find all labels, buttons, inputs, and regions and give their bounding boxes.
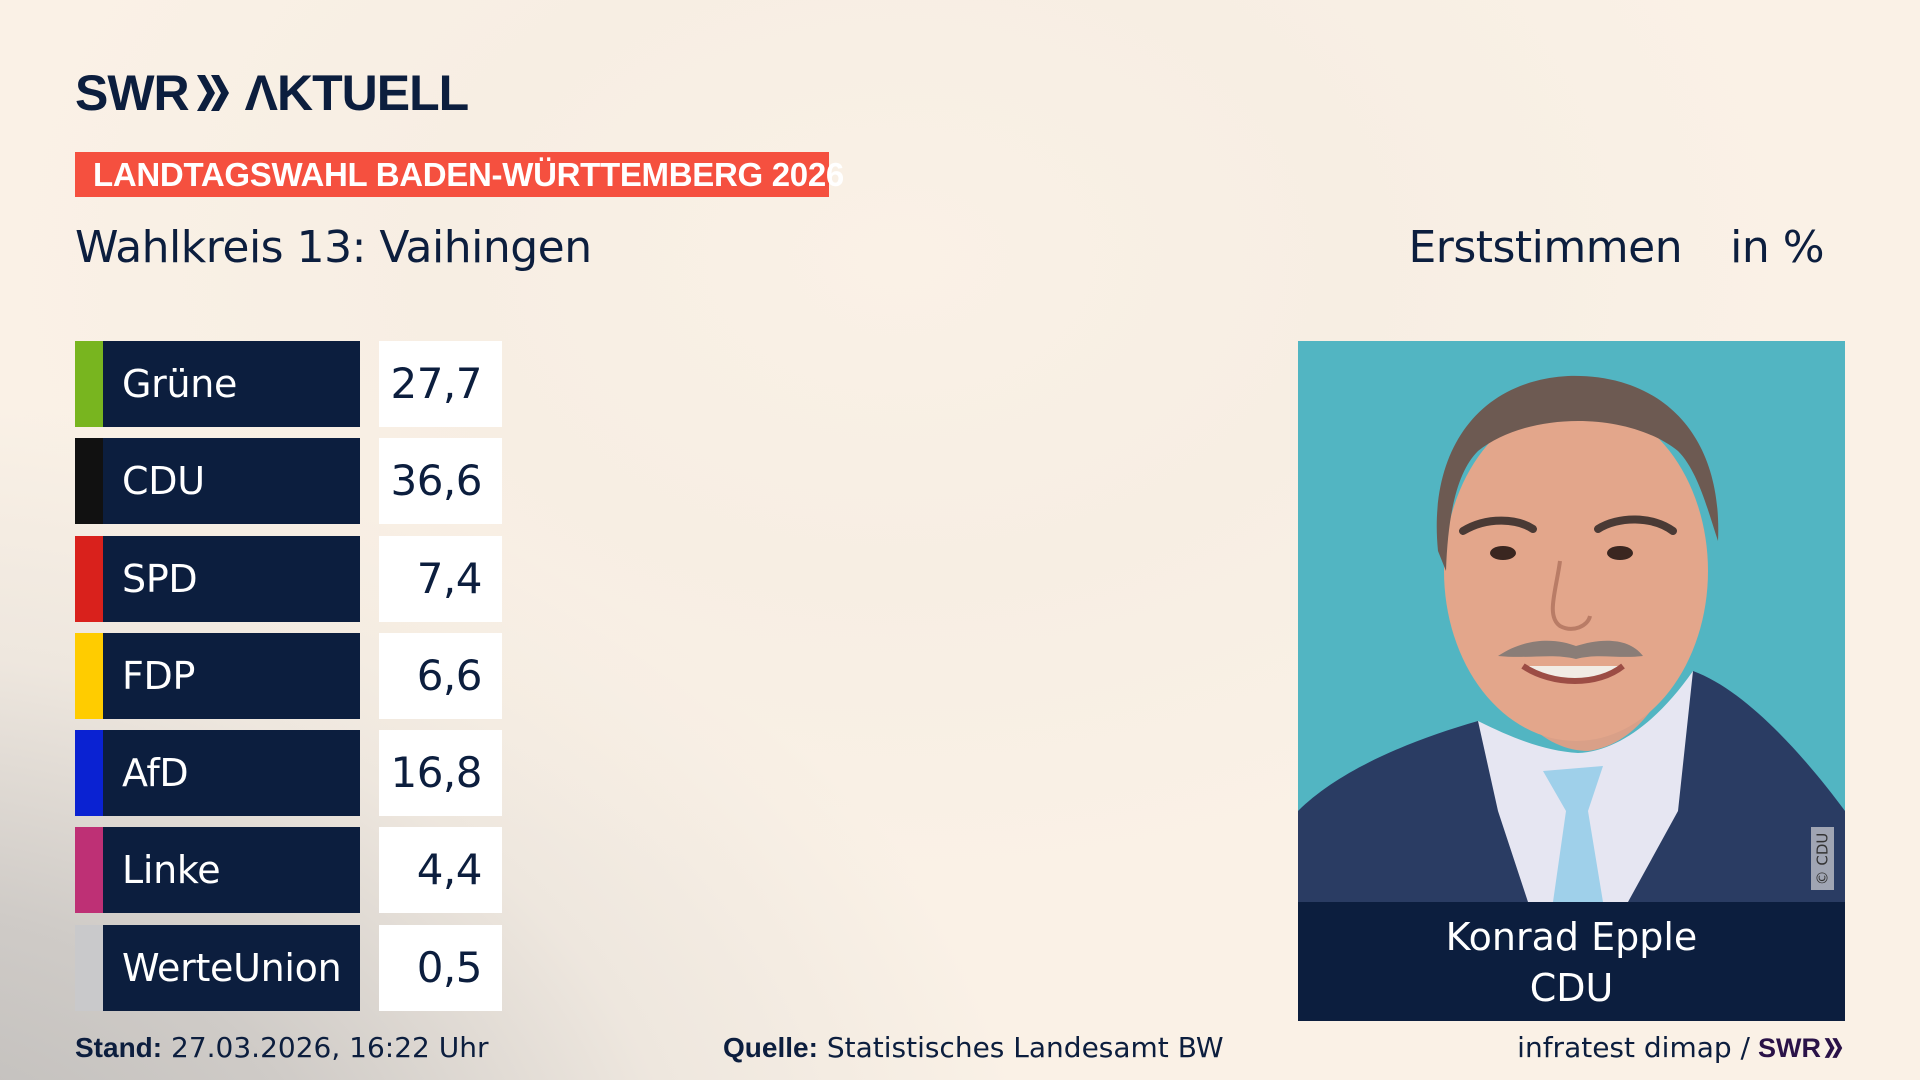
result-row-cdu: CDU 36,6 (75, 438, 502, 524)
credit-text: infratest dimap / (1517, 1031, 1750, 1064)
party-color-swatch (75, 438, 103, 524)
source-value: Statistisches Landesamt BW (826, 1031, 1224, 1064)
source-label: Quelle: (723, 1032, 818, 1063)
result-row-afd: AfD 16,8 (75, 730, 502, 816)
double-chevron-icon (1824, 1038, 1843, 1058)
candidate-card: © CDU Konrad Epple CDU (1298, 341, 1845, 1021)
source: Quelle: Statistisches Landesamt BW (723, 1030, 1224, 1066)
unit-label: in % (1730, 222, 1824, 273)
result-row-linke: Linke 4,4 (75, 827, 502, 913)
party-color-swatch (75, 341, 103, 427)
result-row-fdp: FDP 6,6 (75, 633, 502, 719)
election-banner: LANDTAGSWAHL BADEN-WÜRTTEMBERG 2026 (75, 152, 844, 197)
result-row-spd: SPD 7,4 (75, 536, 502, 622)
candidate-photo: © CDU (1298, 341, 1845, 902)
party-color-swatch (75, 925, 103, 1011)
party-value: 27,7 (379, 341, 502, 427)
party-color-swatch (75, 827, 103, 913)
party-value: 36,6 (379, 438, 502, 524)
party-label: WerteUnion (103, 925, 360, 1011)
swr-footer-logo: SWR (1758, 1030, 1844, 1066)
candidate-party: CDU (1529, 966, 1614, 1010)
candidate-name-band: Konrad Epple CDU (1298, 902, 1845, 1021)
result-row-werteunion: WerteUnion 0,5 (75, 925, 502, 1011)
party-label: Grüne (103, 341, 360, 427)
party-color-swatch (75, 536, 103, 622)
timestamp: Stand: 27.03.2026, 16:22 Uhr (75, 1030, 488, 1066)
photo-credit: © CDU (1811, 827, 1834, 890)
party-label: CDU (103, 438, 360, 524)
credit: infratest dimap / SWR (1517, 1030, 1844, 1066)
party-color-swatch (75, 730, 103, 816)
party-value: 7,4 (379, 536, 502, 622)
party-label: FDP (103, 633, 360, 719)
party-value: 6,6 (379, 633, 502, 719)
party-value: 16,8 (379, 730, 502, 816)
candidate-name: Konrad Epple (1445, 915, 1698, 959)
stand-label: Stand: (75, 1032, 163, 1063)
party-label: Linke (103, 827, 360, 913)
chart-subtitle: Erststimmen in % (1408, 218, 1824, 278)
portrait-icon (1298, 341, 1845, 902)
swr-aktuell-logo: SWR ΛKTUELL (75, 65, 470, 121)
logo-aktuell-text: ΛKTUELL (244, 65, 470, 121)
party-color-swatch (75, 633, 103, 719)
vote-type-label: Erststimmen (1408, 222, 1683, 273)
stand-value: 27.03.2026, 16:22 Uhr (171, 1031, 489, 1064)
party-value: 4,4 (379, 827, 502, 913)
party-value: 0,5 (379, 925, 502, 1011)
party-label: SPD (103, 536, 360, 622)
result-row-gruene: Grüne 27,7 (75, 341, 502, 427)
party-label: AfD (103, 730, 360, 816)
double-chevron-icon (196, 73, 231, 113)
page-title: Wahlkreis 13: Vaihingen (75, 222, 592, 273)
logo-swr-text: SWR (75, 65, 190, 121)
